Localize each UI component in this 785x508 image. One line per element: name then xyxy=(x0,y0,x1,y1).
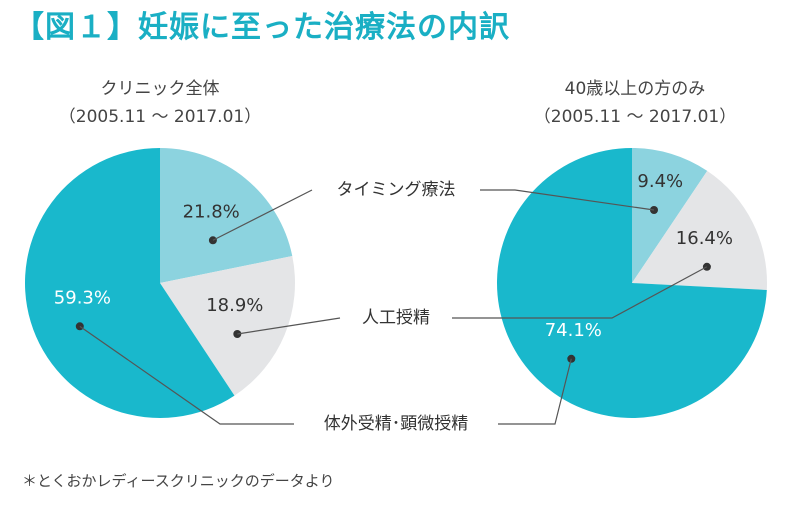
left-value-label-insemination: 18.9% xyxy=(206,295,263,316)
left-slice-ivf-icsi xyxy=(24,148,235,419)
left-pie-subtitle: （2005.11 〜 2017.01） xyxy=(58,107,262,127)
right-value-label-ivf-icsi: 74.1% xyxy=(545,320,602,341)
right-leader-ivf-icsi xyxy=(498,358,572,425)
data-source-note: ＊とくおかレディースクリニックのデータより xyxy=(22,472,335,490)
right-pie-subtitle: （2005.11 〜 2017.01） xyxy=(533,107,737,127)
left-pie-title: クリニック全体 xyxy=(100,79,220,99)
leader-lines xyxy=(79,189,708,425)
figure-title: 【図１】妊娠に至った治療法の内訳 xyxy=(14,10,510,45)
left-anchor-dot-insemination xyxy=(233,330,242,338)
category-label-ivf-icsi: 体外受精･顕微授精 xyxy=(324,414,469,434)
right-pie: 9.4% 16.4% 74.1% xyxy=(497,148,768,418)
left-anchor-dot-timing xyxy=(208,236,217,245)
left-anchor-dot-ivf-icsi xyxy=(75,322,84,331)
right-value-label-insemination: 16.4% xyxy=(676,228,733,249)
right-leader-timing xyxy=(480,189,655,211)
right-value-label-timing: 9.4% xyxy=(637,171,683,192)
right-slice-insemination xyxy=(632,170,768,290)
category-label-timing: タイミング療法 xyxy=(337,180,456,200)
left-slice-insemination xyxy=(160,256,295,396)
right-anchor-dot-insemination xyxy=(702,262,711,271)
right-pie-heading: 40歳以上の方のみ （2005.11 〜 2017.01） xyxy=(490,75,780,131)
left-leader-ivf-icsi xyxy=(79,325,294,425)
left-pie-heading: クリニック全体 （2005.11 〜 2017.01） xyxy=(20,75,300,131)
category-label-insemination: 人工授精 xyxy=(362,308,430,328)
right-pie-title: 40歳以上の方のみ xyxy=(564,79,706,99)
left-value-label-ivf-icsi: 59.3% xyxy=(54,287,111,308)
left-slice-timing xyxy=(160,148,293,283)
left-leader-timing xyxy=(212,189,313,241)
left-pie: 21.8% 18.9% 59.3% xyxy=(24,148,295,419)
left-leader-insemination xyxy=(237,317,341,335)
left-value-label-timing: 21.8% xyxy=(183,201,240,222)
right-slice-ivf-icsi xyxy=(497,148,767,418)
right-slice-timing xyxy=(632,148,708,283)
right-leader-insemination xyxy=(452,266,708,319)
